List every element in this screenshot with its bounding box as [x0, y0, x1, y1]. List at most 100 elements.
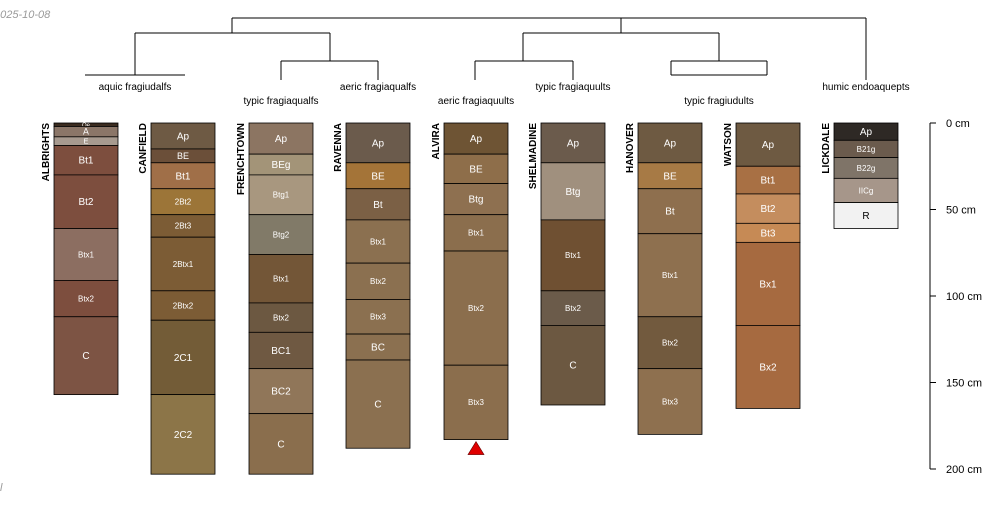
horizon-label-frenchtown-beg: BEg: [272, 160, 291, 171]
corner-date-label: 2025-10-08: [0, 9, 51, 21]
profile-name-alvira: ALVIRA: [431, 123, 442, 159]
taxonomy-dendrogram: [85, 17, 867, 80]
horizon-label-frenchtown-bc2: BC2: [271, 387, 291, 398]
horizon-hanover-be: [637, 162, 703, 190]
horizon-label-canfield-2bt3: 2Bt3: [175, 222, 192, 231]
horizon-label-canfield-2c1: 2C1: [174, 353, 193, 364]
horizon-label-ravenna-btx1: Btx1: [370, 237, 387, 246]
horizon-label-frenchtown-btx2: Btx2: [273, 313, 290, 322]
horizon-label-hanover-btx1: Btx1: [662, 271, 679, 280]
horizon-watson-bt2: [735, 193, 801, 224]
horizon-label-albrights-c: C: [82, 351, 89, 362]
dendrogram-alvira-shelmadine-branch: [474, 60, 574, 80]
horizon-label-albrights-btx2: Btx2: [78, 294, 95, 303]
horizon-label-shelmadine-btx2: Btx2: [565, 304, 582, 313]
depth-tick-label-0: 0 cm: [946, 118, 970, 130]
taxon-typic-fragiaquults: typic fragiaquults: [535, 82, 610, 93]
horizon-hanover-btx1: [637, 233, 703, 318]
horizon-label-canfield-bt1: Bt1: [175, 171, 190, 182]
horizon-albrights-c: [53, 316, 119, 396]
depth-axis: 0 cm 50 cm 100 cm 150 cm 200 cm: [929, 118, 982, 476]
horizon-label-albrights-bt2: Bt2: [78, 197, 93, 208]
horizon-canfield-2c2: [150, 394, 216, 475]
horizon-albrights-bt2: [53, 174, 119, 229]
horizon-canfield-ap: [150, 122, 216, 150]
profile-ravenna: Ap BE Bt Btx1 Btx2 Btx3 BC C RAVENNA: [333, 122, 411, 449]
profile-alvira: Ap BE Btg Btx1 Btx2 Btx3 ALVIRA: [431, 122, 509, 455]
horizon-ravenna-bt: [345, 188, 411, 221]
profile-hanover: Ap BE Bt Btx1 Btx2 Btx3 HANOVER: [625, 122, 703, 435]
horizon-label-canfield-2btx1: 2Btx1: [173, 260, 194, 269]
horizon-hanover-ap: [637, 122, 703, 164]
horizon-shelmadine-c: [540, 325, 606, 406]
horizon-label-watson-bt2: Bt2: [760, 204, 775, 215]
horizon-label-ravenna-c: C: [374, 400, 381, 411]
horizon-ravenna-btx3: [345, 299, 411, 335]
horizon-hanover-btx3: [637, 368, 703, 435]
depth-tick-label-200: 200 cm: [946, 464, 982, 476]
horizon-canfield-2c1: [150, 319, 216, 396]
horizon-label-alvira-btg: Btg: [468, 195, 483, 206]
taxon-aeric-fragiaquults: aeric fragiaquults: [438, 96, 514, 107]
horizon-hanover-bt: [637, 188, 703, 235]
horizon-label-frenchtown-c: C: [277, 439, 284, 450]
horizon-label-watson-bt3: Bt3: [760, 228, 775, 239]
horizon-alvira-btx2: [443, 250, 509, 366]
profile-name-hanover: HANOVER: [625, 122, 636, 173]
horizon-shelmadine-ap: [540, 122, 606, 164]
horizon-label-canfield-2btx2: 2Btx2: [173, 301, 194, 310]
horizon-alvira-btg: [443, 183, 509, 216]
corner-bottom-label: l: [0, 482, 3, 494]
horizon-label-frenchtown-btg1: Btg1: [273, 191, 290, 200]
horizon-label-hanover-btx2: Btx2: [662, 339, 679, 348]
profile-name-lickdale: LICKDALE: [821, 123, 832, 174]
horizon-label-watson-ap: Ap: [762, 140, 775, 151]
horizon-label-lickdale-b21g: B21g: [857, 145, 876, 154]
horizon-label-ravenna-bc: BC: [371, 343, 385, 354]
horizon-label-ravenna-btx2: Btx2: [370, 277, 387, 286]
horizon-ravenna-be: [345, 162, 411, 190]
horizon-label-ravenna-btx3: Btx3: [370, 313, 387, 322]
profile-name-canfield: CANFIELD: [138, 123, 149, 174]
horizon-canfield-bt1: [150, 162, 216, 190]
horizon-label-shelmadine-c: C: [569, 361, 576, 372]
dendrogram-root-branch: [231, 17, 867, 80]
horizon-alvira-btx1: [443, 214, 509, 252]
horizon-label-ravenna-ap: Ap: [372, 138, 385, 149]
depth-tick-label-50: 50 cm: [946, 205, 976, 217]
taxon-labels: aquic fragiudalfs typic fragiaqualfs aer…: [99, 82, 910, 107]
profile-frenchtown: Ap BEg Btg1 Btg2 Btx1 Btx2 BC1 BC2 C FRENCHTOWN: [236, 122, 314, 475]
horizon-label-shelmadine-btg: Btg: [565, 187, 580, 198]
horizon-albrights-bt1: [53, 145, 119, 176]
dendrogram-hanover-watson-branch: [670, 60, 768, 75]
dendrogram-right-branch: [522, 32, 720, 61]
dendrogram-frenchtown-ravenna-branch: [280, 60, 379, 80]
horizon-canfield-2btx1: [150, 236, 216, 292]
taxon-humic-endoaquepts: humic endoaquepts: [822, 82, 909, 93]
horizon-frenchtown-c: [248, 413, 314, 475]
horizon-lickdale-iicg: [833, 177, 899, 203]
profile-marker-triangle: [467, 441, 485, 455]
horizon-lickdale-r: [833, 202, 899, 229]
horizon-canfield-2btx2: [150, 290, 216, 321]
horizon-label-albrights-oe: Oe: [82, 123, 91, 129]
horizon-label-watson-bx2: Bx2: [759, 362, 777, 373]
taxon-typic-fragiaqualfs: typic fragiaqualfs: [243, 96, 318, 107]
horizon-label-lickdale-iicg: IICg: [859, 186, 874, 195]
horizon-label-alvira-ap: Ap: [470, 134, 483, 145]
horizon-label-lickdale-ap: Ap: [860, 127, 873, 138]
horizon-shelmadine-btx1: [540, 219, 606, 292]
horizon-alvira-btx3: [443, 364, 509, 440]
horizon-label-ravenna-bt: Bt: [373, 200, 383, 211]
dendrogram-left-branch: [134, 32, 331, 75]
horizon-label-canfield-2c2: 2C2: [174, 430, 193, 441]
profile-name-shelmadine: SHELMADINE: [528, 123, 539, 189]
horizon-label-watson-bx1: Bx1: [759, 279, 777, 290]
horizon-watson-bx2: [735, 325, 801, 409]
taxon-aeric-fragiaqualfs: aeric fragiaqualfs: [340, 82, 416, 93]
horizon-label-albrights-btx1: Btx1: [78, 250, 95, 259]
